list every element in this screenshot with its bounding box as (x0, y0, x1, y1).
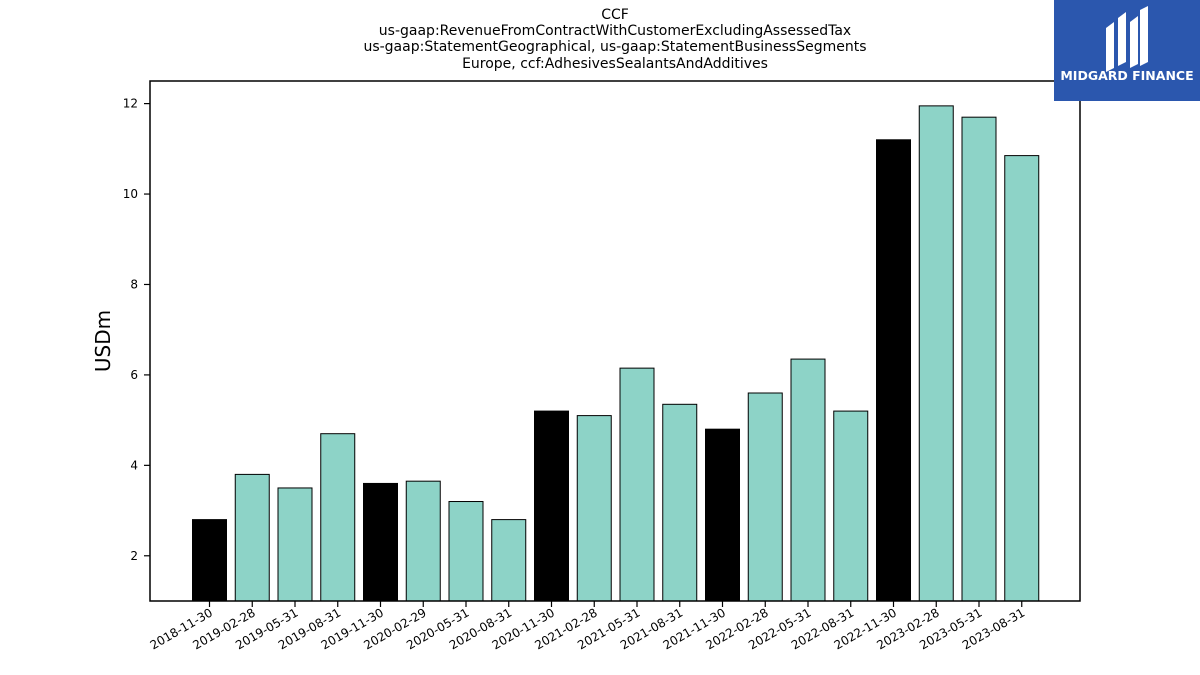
bar (320, 433, 356, 602)
bar (405, 480, 441, 602)
bar (747, 392, 783, 602)
y-tick-label: 10 (123, 187, 138, 201)
bar (491, 519, 527, 602)
y-tick-label: 4 (130, 458, 138, 472)
bar (662, 403, 698, 602)
y-tick-label: 12 (123, 97, 138, 111)
title-line-3: us-gaap:StatementGeographical, us-gaap:S… (363, 39, 867, 55)
bar (705, 428, 740, 602)
y-tick-label: 6 (130, 368, 138, 382)
bar (918, 105, 954, 602)
bar (448, 501, 484, 602)
logo-mark-icon (1106, 6, 1148, 72)
bar (1004, 155, 1040, 602)
bar (961, 116, 997, 602)
plot-frame (149, 80, 1081, 602)
title-line-2: us-gaap:RevenueFromContractWithCustomerE… (378, 23, 852, 39)
bar (234, 473, 270, 602)
title-line-1: CCF (601, 7, 629, 23)
bar (576, 415, 612, 602)
bar (619, 367, 655, 602)
logo-text: MIDGARD FINANCE (1060, 68, 1194, 83)
bar (363, 482, 398, 602)
y-axis-label: USDm (91, 310, 115, 372)
bar (790, 358, 826, 602)
midgard-finance-logo: MIDGARD FINANCE (1054, 0, 1200, 101)
title-line-4: Europe, ccf:AdhesivesSealantsAndAdditive… (462, 56, 768, 72)
y-tick-label: 2 (130, 549, 138, 563)
bar (534, 410, 569, 602)
bar (833, 410, 869, 602)
bar (192, 519, 227, 602)
y-tick-label: 8 (130, 277, 138, 291)
bar (277, 487, 313, 602)
bar (876, 139, 911, 602)
